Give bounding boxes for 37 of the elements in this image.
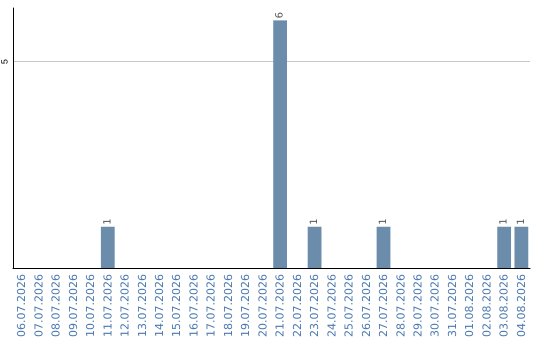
x-tick-label: 06.07.2026	[15, 274, 28, 337]
data-label: 1	[309, 218, 320, 225]
x-tick-label: 21.07.2026	[274, 274, 287, 337]
x-tick-label: 07.07.2026	[32, 274, 46, 337]
data-label: 1	[516, 218, 527, 225]
x-tick-label: 30.07.2026	[428, 274, 442, 337]
x-tick-label: 08.07.2026	[50, 274, 63, 337]
x-tick-label: 28.07.2026	[394, 274, 408, 337]
x-tick-label: 11.07.2026	[101, 274, 114, 337]
data-label: 1	[498, 218, 510, 225]
x-tick-label: 15.07.2026	[170, 274, 184, 337]
x-tick-label: 13.07.2026	[136, 274, 149, 337]
x-tick-label: 17.07.2026	[204, 274, 218, 337]
x-tick-label: 09.07.2026	[66, 274, 80, 337]
x-tick-label: 01.08.2026	[463, 274, 476, 337]
x-tick-label: 18.07.2026	[222, 274, 235, 337]
x-tick-label: 26.07.2026	[360, 274, 373, 337]
x-tick-label: 27.07.2026	[377, 274, 390, 337]
x-tick-label: 14.07.2026	[152, 274, 166, 337]
y-tick-label: 5	[0, 59, 10, 64]
x-tick-label: 23.07.2026	[308, 274, 322, 337]
x-tick-label: 12.07.2026	[118, 274, 132, 337]
x-tick-label: 20.07.2026	[256, 274, 270, 337]
x-tick-label: 03.08.2026	[498, 274, 511, 337]
x-tick-label: 29.07.2026	[411, 274, 424, 337]
data-label: 1	[102, 218, 114, 225]
x-tick-label: 16.07.2026	[187, 274, 200, 337]
x-tick-label: 19.07.2026	[239, 274, 252, 337]
x-tick-label: 02.08.2026	[480, 274, 494, 337]
data-label: 6	[274, 12, 286, 18]
x-tick-label: 31.07.2026	[446, 274, 459, 337]
x-tick-label: 22.07.2026	[290, 274, 304, 337]
x-tick-label: 24.07.2026	[325, 274, 338, 337]
data-label: 1	[378, 218, 390, 225]
x-tick-label: 25.07.2026	[342, 274, 356, 337]
x-tick-label: 10.07.2026	[84, 274, 98, 337]
x-tick-label: 04.08.2026	[514, 274, 528, 337]
